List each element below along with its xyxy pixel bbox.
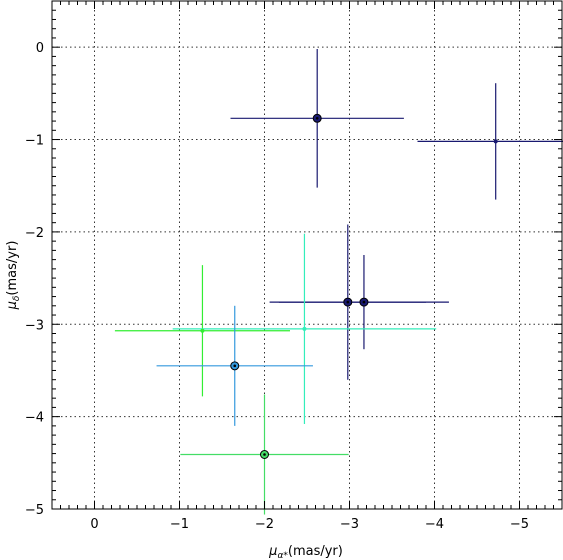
x-tick-label: −1 [170,517,189,532]
y-tick-label: −1 [25,134,44,149]
data-point-center [362,300,366,304]
y-tick-label: −3 [25,318,44,333]
plot-frame [51,0,563,510]
data-point [302,326,307,331]
data-point-center [346,300,350,304]
x-tick-label: −3 [340,517,359,532]
data-point [493,139,498,144]
axis-ticks [51,0,563,510]
y-tick-label: −5 [25,503,44,518]
data-markers [200,113,498,460]
x-axis-label: μα*(mas/yr) [268,544,343,560]
tick-labels: 0 −1 −2 −3 −4 −5 0 −1 −2 −3 −4 −5 [25,41,529,532]
x-tick-label: −2 [255,517,274,532]
grid [52,1,562,510]
x-tick-label: −5 [510,517,529,532]
data-point [200,328,205,333]
y-axis-label: μδ(mas/yr) [5,241,22,311]
data-point-center [315,117,319,120]
x-tick-label: 0 [90,517,98,532]
data-point-center [233,364,237,368]
x-tick-label: −4 [425,517,444,532]
y-tick-label: 0 [36,41,44,56]
y-tick-label: −2 [25,226,44,241]
error-bars [114,49,563,515]
data-point-center [263,453,266,456]
y-tick-label: −4 [25,411,44,426]
